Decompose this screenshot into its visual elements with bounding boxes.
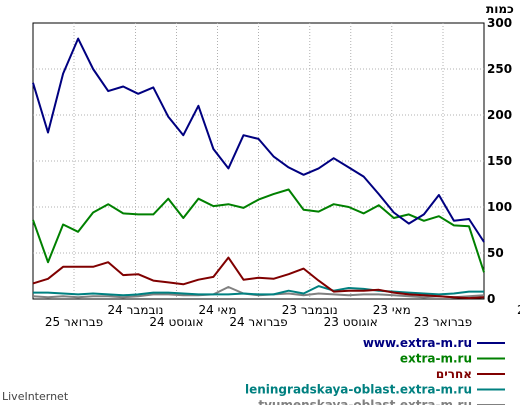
x-tick-label: אוגוסט 23 bbox=[324, 315, 378, 329]
footer-logo-text: LiveInternet bbox=[2, 390, 69, 403]
x-tick-label: פברואר 24 bbox=[229, 315, 287, 329]
y-tick-label: 0 bbox=[487, 292, 495, 306]
x-tick-label: מאי 24 bbox=[199, 303, 237, 317]
x-tick-label: נובמבר 24 bbox=[108, 303, 164, 317]
y-axis-label: כמות bbox=[486, 2, 514, 16]
series-line-3 bbox=[32, 256, 485, 300]
x-tick-label: נובמבר 22 bbox=[517, 303, 520, 317]
legend-label: אחרים bbox=[436, 367, 472, 381]
legend-label: tyumenskaya-oblast.extra-m.ru bbox=[258, 398, 472, 405]
y-tick-label: 100 bbox=[487, 200, 512, 214]
x-tick-label: נובמבר 23 bbox=[282, 303, 338, 317]
grid-lines bbox=[33, 23, 484, 299]
series-line-4 bbox=[33, 285, 484, 297]
x-tick-label: אוגוסט 24 bbox=[149, 315, 203, 329]
y-tick-label: 150 bbox=[487, 154, 512, 168]
series-line-1 bbox=[32, 37, 485, 243]
y-axis-ticks: 0 50 100 150 200 250 300 bbox=[487, 16, 512, 306]
legend-label: leningradskaya-oblast.extra-m.ru bbox=[245, 383, 472, 397]
series-lines bbox=[32, 37, 485, 300]
series-line-2 bbox=[32, 188, 485, 273]
y-tick-label: 300 bbox=[487, 16, 512, 30]
x-tick-label: פברואר 23 bbox=[414, 315, 472, 329]
y-tick-label: 50 bbox=[487, 246, 504, 260]
legend-label: www.extra-m.ru bbox=[363, 336, 472, 350]
y-tick-label: 200 bbox=[487, 108, 512, 122]
x-tick-label: מאי 23 bbox=[373, 303, 411, 317]
y-tick-label: 250 bbox=[487, 62, 512, 76]
x-tick-label: פברואר 25 bbox=[45, 315, 103, 329]
legend-label: extra-m.ru bbox=[400, 352, 472, 366]
